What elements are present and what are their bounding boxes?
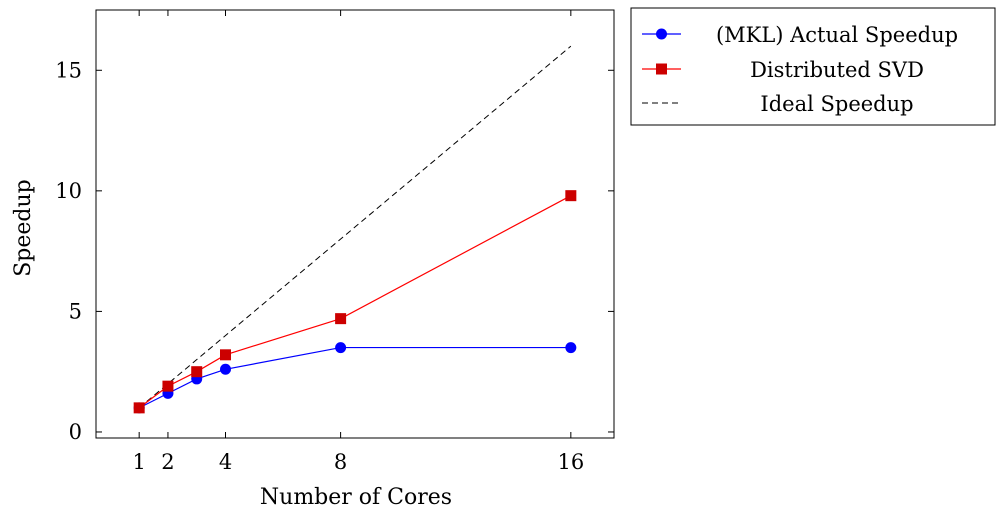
x-tick-label: 1: [132, 450, 145, 474]
x-axis-label: Number of Cores: [260, 485, 452, 510]
series-1-point: [335, 313, 347, 325]
series-1-point: [133, 402, 145, 414]
legend-entry-mkl: (MKL) Actual Speedup: [642, 23, 958, 47]
legend-entry-distributed-svd: Distributed SVD: [642, 58, 924, 82]
legend-label-distributed-svd: Distributed SVD: [750, 58, 924, 82]
y-tick-label: 10: [55, 179, 82, 203]
y-tick-label: 15: [55, 58, 82, 82]
legend-frame: [630, 7, 996, 126]
legend-label-mkl: (MKL) Actual Speedup: [716, 23, 958, 47]
x-tick-label: 4: [219, 450, 232, 474]
legend: (MKL) Actual Speedup Distributed SVD Ide…: [630, 7, 996, 126]
x-tick-label: 8: [334, 450, 347, 474]
y-tick-label: 0: [69, 420, 82, 444]
series-1-point: [191, 366, 203, 378]
legend-swatch-mkl-marker: [656, 28, 667, 40]
y-tick-label: 5: [69, 299, 82, 323]
plot-frame: [95, 9, 615, 439]
axis-ticks: 1 2 4 8 16 0 5 10 15: [55, 10, 614, 474]
series-0-point: [335, 342, 347, 354]
series-1-point: [565, 190, 577, 202]
x-tick-label: 16: [557, 450, 584, 474]
legend-label-ideal: Ideal Speedup: [760, 92, 913, 116]
series-0-point: [220, 363, 231, 375]
x-tick-label: 2: [161, 450, 174, 474]
legend-swatch-svd-marker: [656, 63, 667, 75]
series-0-point: [565, 342, 577, 354]
series-1-point: [162, 380, 174, 392]
plot-area: [95, 9, 615, 439]
legend-entry-ideal: Ideal Speedup: [642, 92, 914, 116]
series-line-2: [138, 45, 572, 409]
y-axis-label: Speedup: [11, 179, 36, 277]
series-line-0: [138, 346, 571, 409]
series-1-point: [220, 349, 231, 361]
